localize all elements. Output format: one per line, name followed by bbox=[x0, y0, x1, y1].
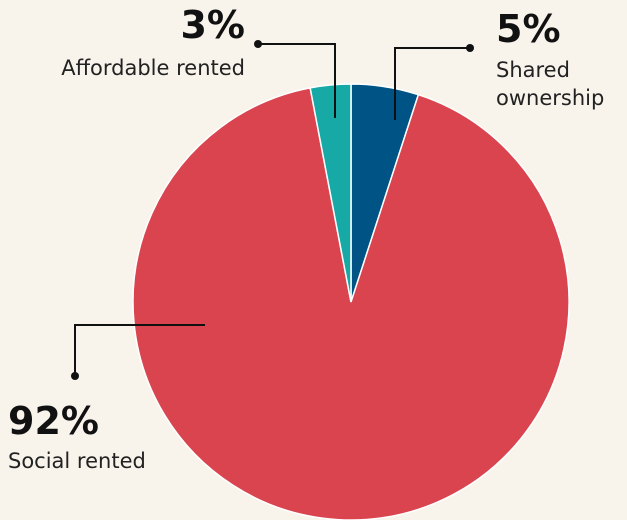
leader-line bbox=[74, 324, 205, 376]
value-label: 5% bbox=[496, 7, 561, 51]
category-label: Shared ownership bbox=[496, 58, 604, 110]
leader-line bbox=[394, 47, 470, 120]
leader-line bbox=[258, 43, 336, 118]
leader-dot bbox=[71, 372, 79, 380]
category-label: Social rented bbox=[8, 449, 146, 473]
pie-slice bbox=[309, 83, 352, 303]
value-label: 92% bbox=[8, 399, 99, 443]
pie-slice bbox=[132, 86, 570, 520]
labels: 5% Shared ownership 92% Social rented 3% Affor… bbox=[8, 3, 604, 473]
leader-dot bbox=[254, 40, 262, 48]
category-label: Affordable rented bbox=[61, 56, 245, 80]
leader-dot bbox=[466, 44, 474, 52]
value-label: 3% bbox=[180, 3, 245, 47]
pie bbox=[132, 83, 570, 520]
